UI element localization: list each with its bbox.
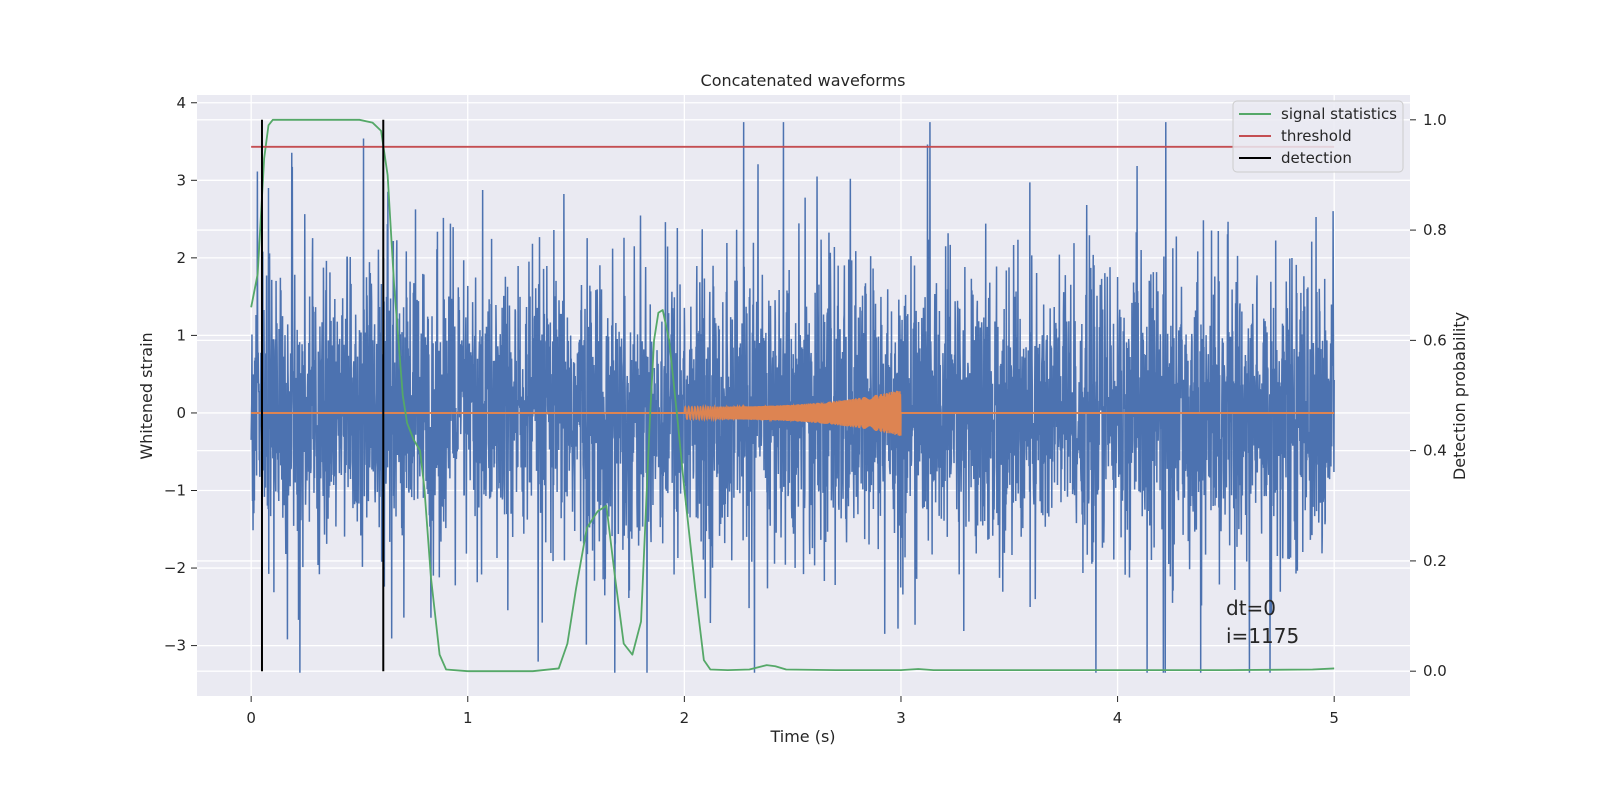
- y-tick-label-right: 0.4: [1423, 442, 1447, 460]
- y-tick-label-left: 4: [176, 94, 186, 112]
- chart-title: Concatenated waveforms: [701, 71, 906, 90]
- legend-label: threshold: [1281, 127, 1352, 145]
- y-axis-label-right: Detection probability: [1450, 312, 1469, 480]
- y-tick-label-left: 1: [176, 326, 186, 344]
- y-tick-label-right: 0.8: [1423, 221, 1447, 239]
- data-layer: [250, 118, 1335, 673]
- x-tick-label: 4: [1113, 709, 1123, 727]
- x-tick-label: 5: [1329, 709, 1339, 727]
- legend: signal statistics threshold detection: [1232, 100, 1404, 173]
- axes: 0 1 2 3 4 5 4 3 2 1 0 −1 −2 −3 1.0 0.8 0.6 0.4 0.2 0.0: [164, 94, 1447, 727]
- x-tick-label: 0: [246, 709, 256, 727]
- y-tick-label-left: 3: [176, 171, 186, 189]
- x-tick-label: 3: [896, 709, 906, 727]
- y-tick-label-right: 1.0: [1423, 111, 1447, 129]
- legend-box: [1232, 100, 1404, 173]
- legend-label: signal statistics: [1281, 105, 1397, 123]
- series-line-template-chirp: [683, 390, 902, 436]
- y-tick-label-left: 0: [176, 404, 186, 422]
- annotation-index: i=1175: [1226, 624, 1299, 648]
- legend-label: detection: [1281, 149, 1352, 167]
- x-axis-label: Time (s): [769, 727, 835, 746]
- y-axis-label-left: Whitened strain: [137, 332, 156, 459]
- x-tick-label: 1: [463, 709, 473, 727]
- y-tick-label-right: 0.6: [1423, 331, 1447, 349]
- y-tick-label-left: −2: [164, 559, 186, 577]
- series-line-noise: [250, 122, 1335, 673]
- series-line-signal-statistics: [250, 118, 1335, 673]
- annotation-dt: dt=0: [1226, 596, 1276, 620]
- y-tick-label-left: −3: [164, 637, 186, 655]
- y-tick-label-right: 0.0: [1423, 662, 1447, 680]
- y-tick-label-left: 2: [176, 249, 186, 267]
- x-tick-label: 2: [680, 709, 690, 727]
- y-tick-label-left: −1: [164, 481, 186, 499]
- y-tick-label-right: 0.2: [1423, 552, 1447, 570]
